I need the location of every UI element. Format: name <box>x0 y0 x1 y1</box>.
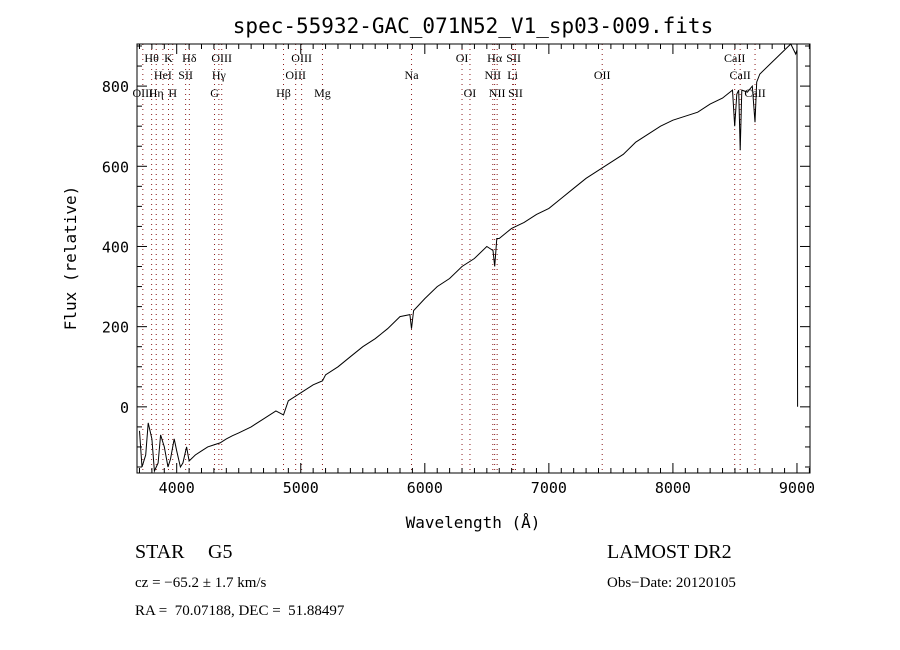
spectrum-line <box>139 43 799 473</box>
survey-name: LAMOST DR2 <box>607 541 732 563</box>
line-marker-label: Mg <box>314 86 331 100</box>
x-tick-label: 8000 <box>655 479 691 497</box>
line-marker-label: SII <box>508 86 523 100</box>
line-marker-label: OII <box>594 68 611 82</box>
line-marker-label: Hθ <box>144 51 159 65</box>
y-axis-label: Flux (relative) <box>61 186 80 331</box>
chart-title: spec-55932-GAC_071N52_V1_sp03-009.fits <box>233 14 713 38</box>
line-marker-label: CaII <box>724 51 745 65</box>
line-marker-label: CaII <box>744 86 765 100</box>
line-marker-label: Hγ <box>212 68 227 82</box>
line-marker-label: H <box>168 86 177 100</box>
y-tick-label: 800 <box>102 78 129 96</box>
x-tick-label: 6000 <box>407 479 443 497</box>
line-marker-label: OIII <box>285 68 306 82</box>
x-tick-label: 9000 <box>779 479 815 497</box>
x-tick-label: 7000 <box>531 479 567 497</box>
y-tick-label: 200 <box>102 319 129 337</box>
line-marker-label: OI <box>464 86 477 100</box>
line-marker-label: SII <box>506 51 521 65</box>
line-marker-label: Na <box>405 68 420 82</box>
line-marker-label: Li <box>507 68 518 82</box>
line-marker-label: HeI <box>154 68 172 82</box>
line-marker-label: Hα <box>487 51 503 65</box>
line-marker-label: OIII <box>133 86 154 100</box>
subclass: G5 <box>208 541 233 563</box>
line-marker-label: Hβ <box>276 86 291 100</box>
object-class: STAR <box>135 541 185 563</box>
line-marker-label: CaII <box>729 68 750 82</box>
coordinates: RA = 70.07188, DEC = 51.88497 <box>135 603 345 619</box>
line-marker-label: OIII <box>211 51 232 65</box>
line-marker-label: NII <box>484 68 501 82</box>
obs-date: Obs−Date: 20120105 <box>607 575 736 591</box>
line-marker-label: K <box>164 51 173 65</box>
plot-frame <box>136 43 811 474</box>
line-marker-label: NII <box>489 86 506 100</box>
redshift-cz: cz = −65.2 ± 1.7 km/s <box>135 575 267 591</box>
x-tick-label: 4000 <box>159 479 195 497</box>
y-tick-label: 400 <box>102 238 129 256</box>
line-marker-label: G <box>210 86 219 100</box>
line-marker-label: SII <box>178 68 193 82</box>
line-marker-label: Hη <box>149 86 164 100</box>
y-tick-label: 600 <box>102 158 129 176</box>
line-marker-label: OI <box>456 51 469 65</box>
line-marker-label: OIII <box>291 51 312 65</box>
line-marker-label: Hδ <box>182 51 197 65</box>
x-axis-label: Wavelength (Å) <box>406 513 541 532</box>
x-tick-label: 5000 <box>283 479 319 497</box>
y-tick-label: 0 <box>120 399 129 417</box>
